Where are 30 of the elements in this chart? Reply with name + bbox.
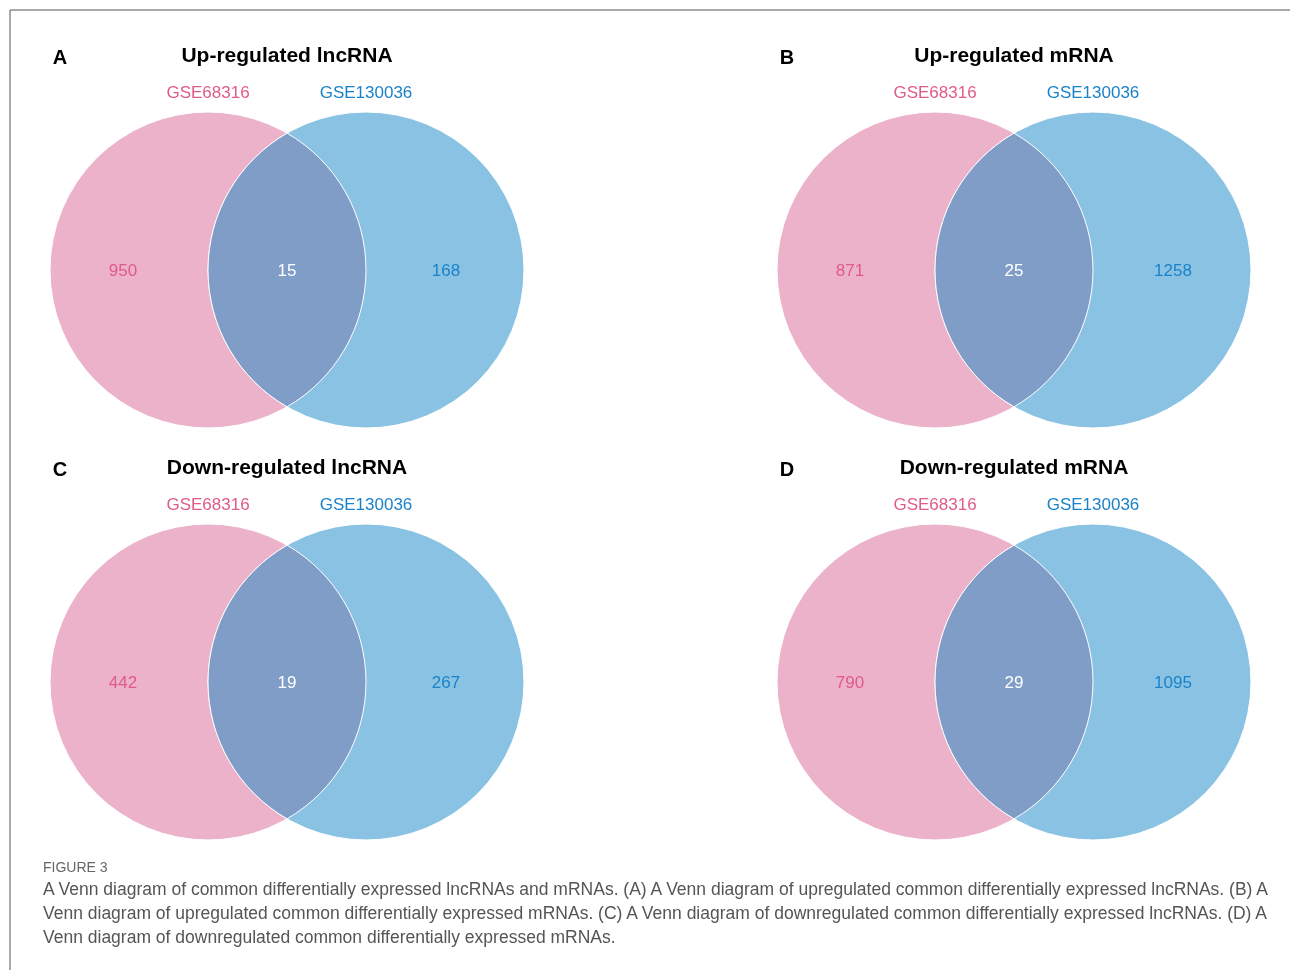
text: Down-regulated lncRNA: [166, 455, 408, 478]
text: GSE68316: [166, 83, 250, 102]
text: GSE130036: [319, 83, 413, 102]
data-label: 19: [277, 673, 297, 692]
data-label: 871: [835, 261, 865, 280]
data-label: 1258: [1154, 261, 1192, 280]
text: A Venn diagram of common differentially expressed lncRNAs and mRNAs. (A) A Venn diagram of upregulated common differentially expressed lncRNAs. (B) A Venn diagram of upregulated common differentially expressed mRNAs. (C) A Venn diagram of downregulated common differentially expressed lncRNAs. (D) A Venn diagram of downregulated common differentially expressed mRNAs.: [43, 878, 1268, 949]
text: C: [52, 458, 68, 480]
text: GSE68316: [893, 495, 977, 514]
data-label: 950: [108, 261, 138, 280]
text: GSE68316: [166, 495, 250, 514]
data-label: 15: [277, 261, 297, 280]
text: A: [52, 46, 68, 68]
data-label: 790: [835, 673, 865, 692]
data-label: 1095: [1154, 673, 1192, 692]
text: GSE130036: [1046, 83, 1140, 102]
data-label: 442: [108, 673, 138, 692]
text: Up-regulated mRNA: [914, 43, 1114, 66]
text: B: [779, 46, 795, 68]
text: GSE130036: [319, 495, 413, 514]
text: D: [779, 458, 795, 480]
text: GSE68316: [893, 83, 977, 102]
data-label: 168: [431, 261, 461, 280]
caption: FIGURE 3: [43, 859, 108, 875]
data-label: 29: [1004, 673, 1024, 692]
data-label: 25: [1004, 261, 1024, 280]
text: Up-regulated lncRNA: [181, 43, 393, 66]
text: Down-regulated mRNA: [899, 455, 1129, 478]
text: GSE130036: [1046, 495, 1140, 514]
data-label: 267: [431, 673, 461, 692]
